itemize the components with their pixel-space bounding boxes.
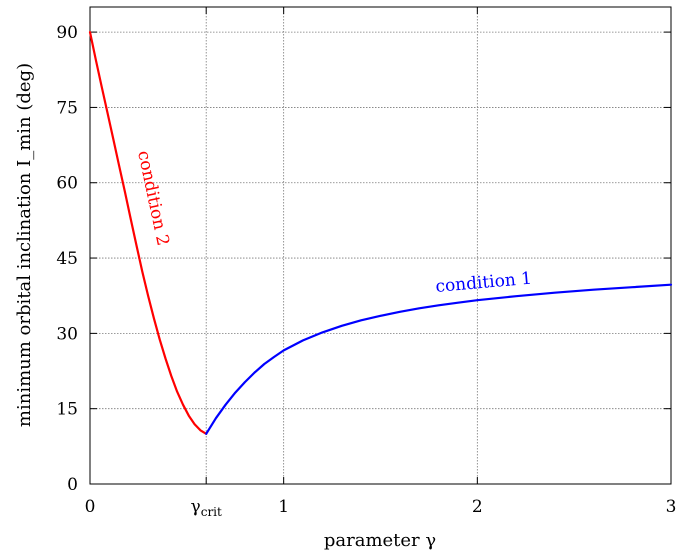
x-axis-label: parameter γ — [324, 530, 436, 551]
ticks — [89, 7, 672, 485]
plot-frame — [89, 6, 672, 485]
y-tick-label: 0 — [67, 475, 78, 495]
y-tick-label: 60 — [56, 174, 78, 194]
series-line-condition-1 — [205, 283, 673, 435]
x-tick-label: 0 — [85, 497, 96, 517]
y-tick-label: 45 — [56, 249, 78, 269]
series — [88, 31, 673, 435]
y-tick-labels: 0 15 30 45 60 75 90 — [56, 23, 78, 495]
grid — [90, 7, 671, 484]
y-tick-label: 90 — [56, 23, 78, 43]
y-axis-label: minimum orbital inclination I_min (deg) — [14, 63, 35, 427]
y-tick-label: 30 — [56, 324, 78, 344]
x-tick-label: γcrit — [191, 497, 222, 519]
x-tick-label: 2 — [472, 497, 483, 517]
y-tick-label: 15 — [56, 400, 78, 420]
series-label-condition-1: condition 1 — [435, 269, 533, 297]
x-tick-label: 1 — [278, 497, 289, 517]
x-tick-labels: 0 γcrit 1 2 3 — [85, 497, 677, 519]
series-line-condition-2 — [88, 31, 208, 435]
y-tick-label: 75 — [56, 98, 78, 118]
series-label-condition-2: condition 2 — [133, 149, 173, 248]
x-tick-label: 3 — [666, 497, 677, 517]
